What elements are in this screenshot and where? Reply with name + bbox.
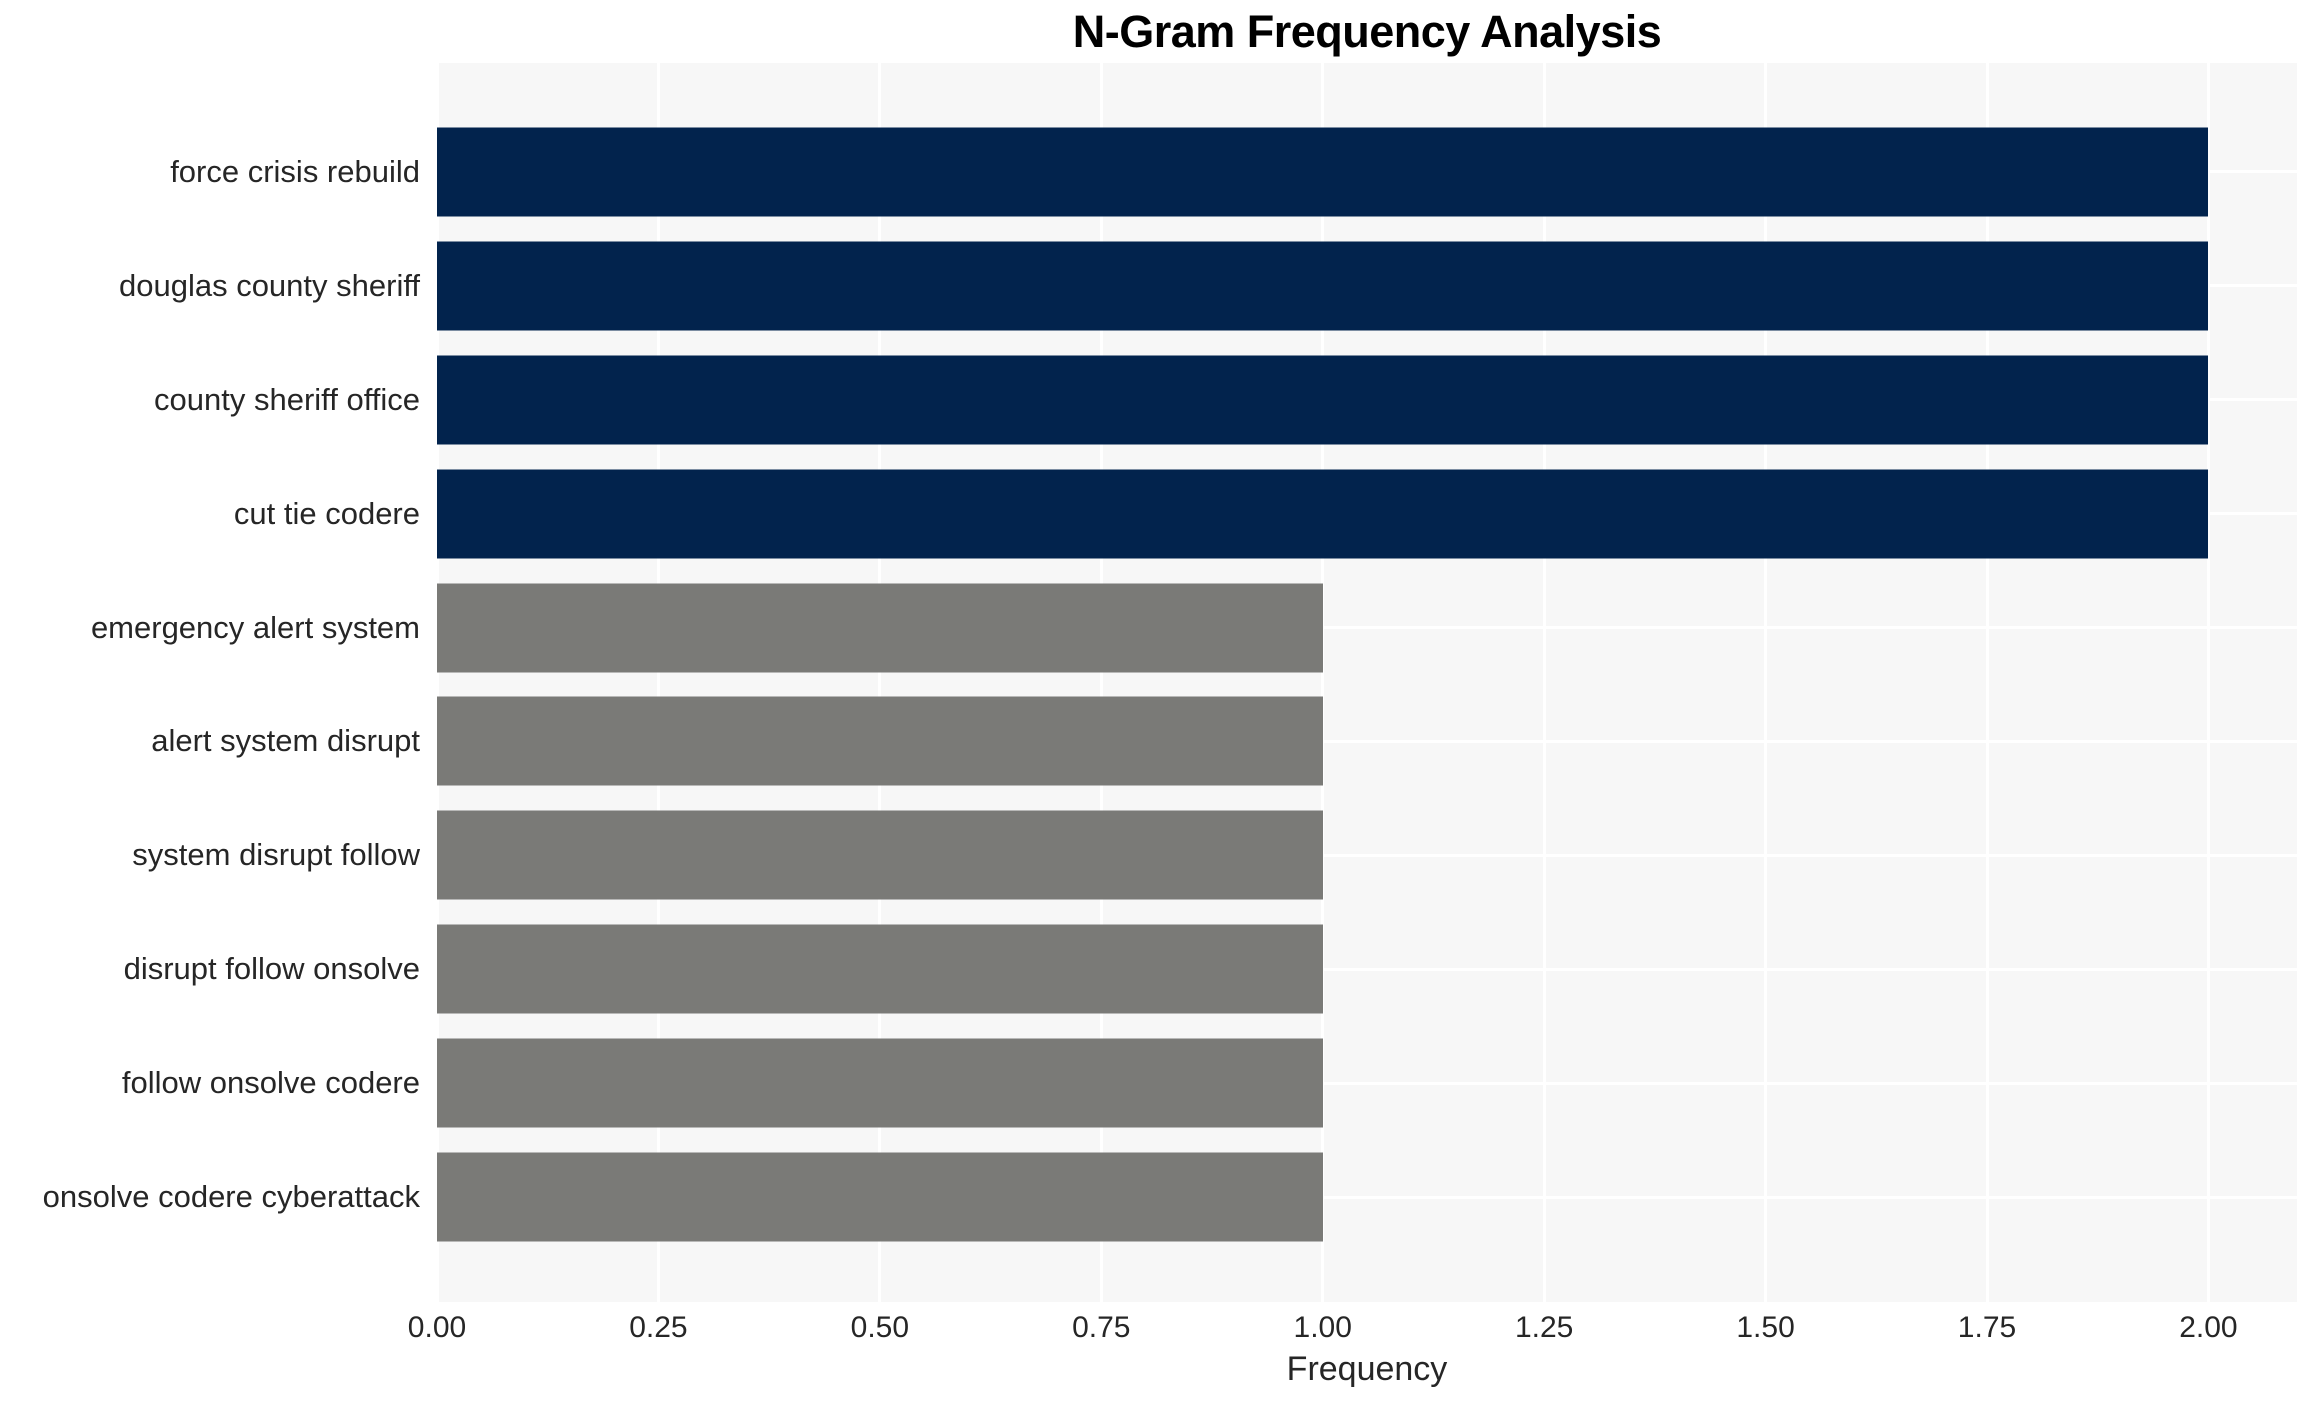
vertical-gridline-0.00 (435, 63, 439, 1302)
x-tick-label: 0.50 (850, 1311, 910, 1344)
horizontal-gridline (437, 1081, 2297, 1085)
bar-row: follow onsolve codere (0, 1026, 2297, 1140)
bar-track (437, 1026, 2297, 1140)
bar-track (437, 115, 2297, 229)
frequency-bar (437, 469, 2209, 559)
x-tick-label: 1.25 (1514, 1311, 1574, 1344)
bar-track (437, 229, 2297, 343)
vertical-gridline-0.25 (656, 63, 660, 1302)
bar-track (437, 571, 2297, 685)
bar-rows: force crisis rebuild douglas county sheri… (0, 63, 2297, 1302)
bar-row: emergency alert system (0, 571, 2297, 685)
bar-track (437, 798, 2297, 912)
bar-track (437, 1140, 2297, 1254)
frequency-bar (437, 1152, 1323, 1242)
horizontal-gridline (437, 739, 2297, 743)
y-tick-label: cut tie codere (233, 495, 420, 531)
x-tick-label: 1.50 (1736, 1311, 1795, 1344)
bar-row: douglas county sheriff (0, 229, 2297, 343)
vertical-gridline-0.75 (1099, 63, 1103, 1302)
y-tick-label: emergency alert system (90, 609, 420, 645)
y-tick-label: county sheriff office (154, 381, 420, 417)
x-axis-ticks: 0.00 0.25 0.50 0.75 1.00 1.25 1.50 1.75 2.00 (408, 1311, 2297, 1347)
frequency-bar (437, 696, 1323, 786)
bar-track (437, 343, 2297, 457)
y-tick-label: alert system disrupt (151, 723, 420, 759)
frequency-bar (437, 924, 1323, 1014)
vertical-gridline-1.75 (1985, 63, 1989, 1302)
bar-row: disrupt follow onsolve (0, 912, 2297, 1026)
vertical-gridline-2.00 (2206, 63, 2210, 1302)
y-tick-label: disrupt follow onsolve (123, 951, 420, 987)
x-tick-label: 0.00 (407, 1311, 467, 1344)
bar-row: system disrupt follow (0, 798, 2297, 912)
frequency-bar (437, 127, 2209, 217)
x-tick-label: 0.25 (629, 1311, 688, 1344)
frequency-bar (437, 241, 2209, 331)
bar-row: alert system disrupt (0, 685, 2297, 799)
frequency-bar (437, 810, 1323, 900)
bar-row: onsolve codere cyberattack (0, 1140, 2297, 1254)
bar-row: cut tie codere (0, 457, 2297, 571)
bar-track (437, 912, 2297, 1026)
vertical-gridline-1.00 (1321, 63, 1325, 1302)
vertical-gridline-0.50 (878, 63, 882, 1302)
y-tick-label: system disrupt follow (132, 837, 420, 873)
horizontal-gridline (437, 967, 2297, 971)
x-axis-label: Frequency (1286, 1350, 1448, 1388)
y-tick-label: force crisis rebuild (170, 153, 420, 189)
bar-row: county sheriff office (0, 343, 2297, 457)
bar-track (437, 457, 2297, 571)
bar-track (437, 685, 2297, 799)
x-tick-label: 1.75 (1957, 1311, 2017, 1344)
bar-row: force crisis rebuild (0, 115, 2297, 229)
y-tick-label: douglas county sheriff (118, 267, 420, 303)
vertical-gridline-1.25 (1542, 63, 1546, 1302)
horizontal-gridline (437, 853, 2297, 857)
vertical-gridline-1.50 (1764, 63, 1768, 1302)
horizontal-gridline (437, 626, 2297, 630)
horizontal-gridline (437, 1195, 2297, 1199)
frequency-bar (437, 1038, 1323, 1128)
x-tick-label: 2.00 (2179, 1311, 2238, 1344)
chart-title: N-Gram Frequency Analysis (1072, 6, 1662, 57)
x-tick-label: 1.00 (1293, 1311, 1352, 1344)
y-tick-label: onsolve codere cyberattack (42, 1179, 420, 1215)
y-tick-label: follow onsolve codere (121, 1065, 420, 1101)
x-tick-label: 0.75 (1072, 1311, 1131, 1344)
frequency-bar (437, 355, 2209, 445)
frequency-bar (437, 583, 1323, 673)
